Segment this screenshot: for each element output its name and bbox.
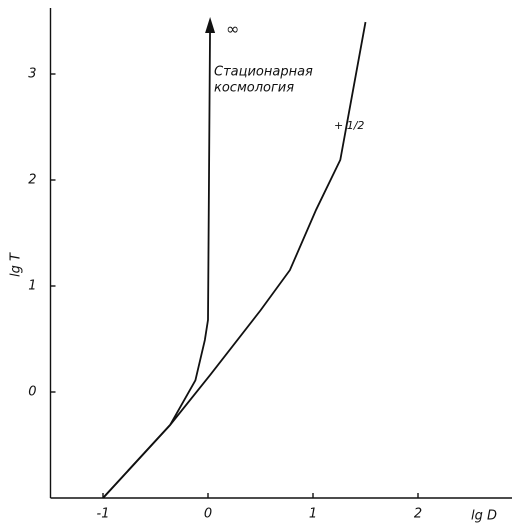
x-tick-label: 2 bbox=[414, 507, 422, 522]
y-tick-label: 3 bbox=[28, 67, 36, 82]
annotation: + 1/2 bbox=[334, 119, 364, 132]
x-axis-label: lg D bbox=[471, 509, 497, 524]
x-tick-label: -1 bbox=[97, 507, 110, 522]
y-tick-label: 0 bbox=[28, 385, 36, 400]
x-tick-label: 1 bbox=[309, 507, 317, 522]
y-axis-label: lg T bbox=[9, 252, 24, 277]
annotation: ∞ bbox=[226, 20, 239, 39]
line bbox=[102, 21, 367, 499]
annotation: Стационарная bbox=[214, 65, 313, 80]
arrow-head bbox=[205, 17, 216, 33]
y-tick-label: 1 bbox=[28, 279, 36, 294]
y-tick-label: 2 bbox=[28, 173, 36, 188]
line bbox=[102, 20, 211, 499]
annotation: космология bbox=[214, 81, 294, 96]
x-tick-label: 0 bbox=[204, 507, 212, 522]
